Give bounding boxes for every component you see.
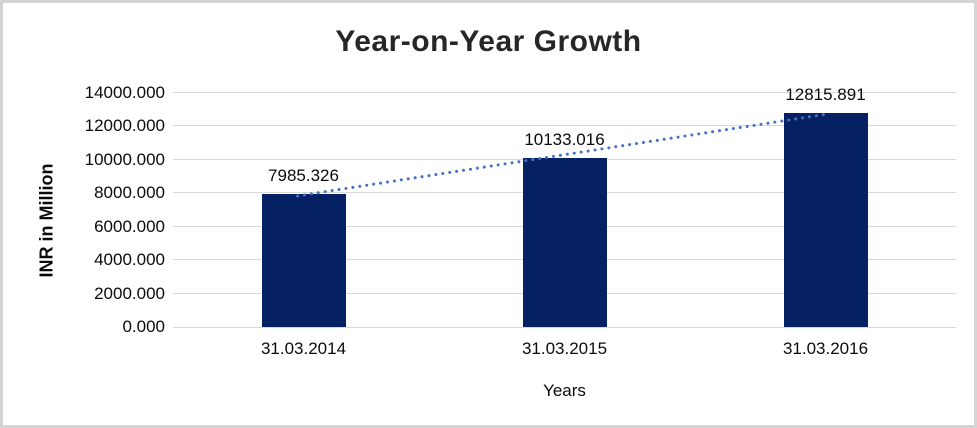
y-tick-label: 8000.000 <box>94 183 165 203</box>
y-tick-label: 4000.000 <box>94 250 165 270</box>
y-tick-label: 0.000 <box>122 317 165 336</box>
bar <box>261 193 346 327</box>
bar <box>522 157 607 327</box>
gridline <box>173 327 956 328</box>
y-tick-label: 12000.000 <box>84 116 165 136</box>
y-tick-label: 2000.000 <box>94 283 165 303</box>
bar-value-label: 7985.326 <box>268 165 339 185</box>
chart-title: Year-on-Year Growth <box>335 25 642 58</box>
gridline <box>173 92 956 93</box>
y-tick-label: 14000.000 <box>84 83 165 102</box>
x-tick-label: 31.03.2014 <box>260 339 347 358</box>
x-axis-title: Years <box>543 381 586 400</box>
trendline <box>296 112 829 198</box>
bar-value-label: 12815.891 <box>785 84 866 104</box>
gridline <box>173 125 956 126</box>
x-tick-label: 31.03.2015 <box>521 339 608 358</box>
x-tick-label: 31.03.2016 <box>782 339 869 358</box>
bar <box>783 112 868 327</box>
y-tick-label: 10000.000 <box>84 149 165 169</box>
plot-area: 7985.326 10133.016 12815.891 <box>173 85 956 328</box>
y-tick-label: 6000.000 <box>94 216 165 236</box>
bar-value-label: 10133.016 <box>524 129 605 149</box>
